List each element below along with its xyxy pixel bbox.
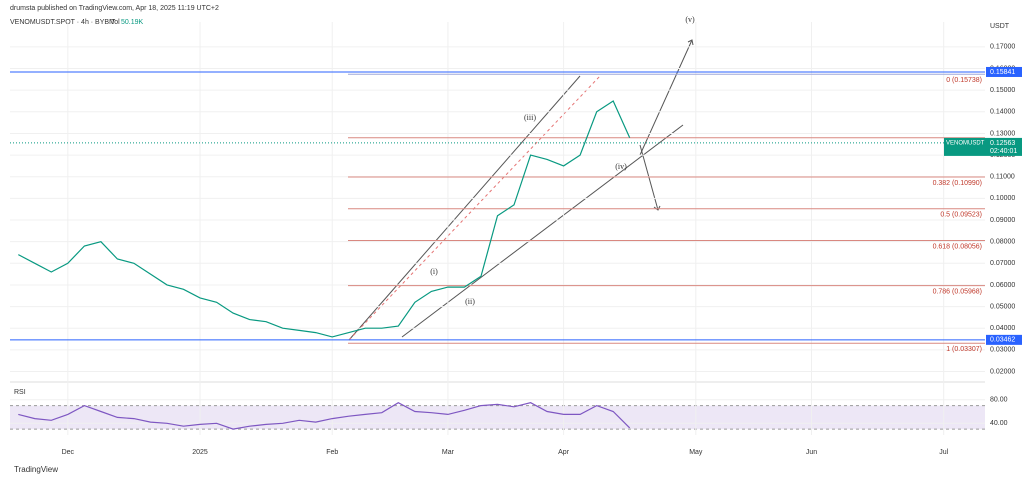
- x-tick-label: Jul: [939, 449, 948, 456]
- last-price-tag: [944, 137, 1022, 156]
- y-tick-label: 0.14000: [990, 109, 1015, 116]
- y-tick-label: 0.07000: [990, 260, 1015, 267]
- vol-value: 50.19K: [121, 19, 144, 26]
- x-tick-label: May: [689, 449, 703, 456]
- rsi-line: [18, 402, 631, 430]
- trend-line: [348, 75, 601, 341]
- price-line-series: [18, 100, 631, 338]
- y-tick-label: 0.17000: [990, 44, 1015, 51]
- x-tick-label: Dec: [62, 449, 75, 456]
- price-tag-label: 0.03462: [990, 337, 1015, 344]
- x-tick-label: Mar: [442, 449, 455, 456]
- last-price-value: 0.12563: [990, 140, 1015, 147]
- countdown: 02:40:01: [990, 148, 1017, 155]
- arrow-head: [653, 205, 661, 211]
- price-tag: [986, 334, 1022, 345]
- y-tick-label: 0.10000: [990, 195, 1015, 202]
- fib-label: 0.382 (0.10990): [933, 180, 982, 187]
- y-tick-label: 0.15000: [990, 87, 1015, 94]
- x-tick-label: Apr: [558, 449, 570, 456]
- arrow: [639, 144, 659, 211]
- rsi-band: [10, 405, 985, 430]
- x-tick-label: Feb: [326, 449, 338, 456]
- y-tick-label: 0.13000: [990, 130, 1015, 137]
- y-tick-label: 0.06000: [990, 282, 1015, 289]
- symbol: VENOMUSDT.SPOT · 4h · BYBIT: [10, 19, 116, 26]
- y-tick-label: 0.08000: [990, 239, 1015, 246]
- y-tick-label: 0.02000: [990, 368, 1015, 375]
- vol-label: Vol: [110, 19, 120, 26]
- fib-label: 0 (0.15738): [946, 77, 982, 84]
- y-tick-label: 0.05000: [990, 303, 1015, 310]
- y-tick-label: 40.00: [990, 420, 1008, 427]
- trend-line: [401, 124, 684, 338]
- y-tick-label: 0.11000: [990, 174, 1015, 181]
- brand: TradingView: [14, 465, 58, 474]
- wave-label: (ii): [465, 297, 475, 306]
- axis-unit: USDT: [990, 23, 1010, 30]
- wave-label: (iv): [615, 162, 627, 171]
- arrow: [639, 39, 693, 156]
- y-tick-label: 0.09000: [990, 217, 1015, 224]
- trend-line: [348, 75, 581, 341]
- rsi-title: RSI: [14, 389, 26, 396]
- publisher: drumsta published on TradingView.com, Ap…: [10, 5, 219, 12]
- price-tag-label: 0.15841: [990, 69, 1015, 76]
- price-tag: [986, 66, 1022, 77]
- fib-label: 0.786 (0.05968): [933, 288, 982, 295]
- wave-label: (iii): [524, 113, 536, 122]
- wave-label: (v): [685, 15, 695, 24]
- y-tick-label: 80.00: [990, 397, 1008, 404]
- x-tick-label: 2025: [192, 449, 208, 456]
- fib-label: 1 (0.03307): [946, 346, 982, 353]
- fib-label: 0.5 (0.09523): [940, 212, 982, 219]
- x-tick-label: Jun: [806, 449, 817, 456]
- y-tick-label: 0.04000: [990, 325, 1015, 332]
- last-price-name: VENOMUSDT: [946, 140, 985, 146]
- fib-label: 0.618 (0.08056): [933, 243, 982, 250]
- arrow-head: [687, 39, 694, 46]
- wave-label: (i): [430, 267, 438, 276]
- y-tick-label: 0.03000: [990, 347, 1015, 354]
